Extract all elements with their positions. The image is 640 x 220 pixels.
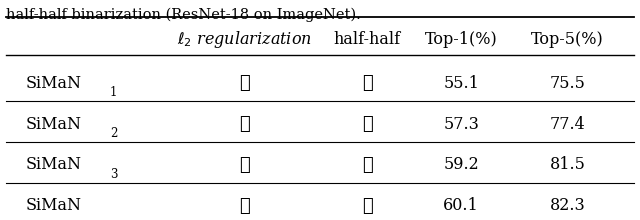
Text: 1: 1 [110, 86, 117, 99]
Text: SiMaN: SiMaN [25, 75, 81, 92]
Text: 60.1: 60.1 [444, 197, 479, 214]
Text: ✓: ✓ [239, 156, 250, 174]
Text: 77.4: 77.4 [550, 116, 586, 132]
Text: 55.1: 55.1 [443, 75, 479, 92]
Text: ✗: ✗ [239, 197, 250, 215]
Text: 2: 2 [110, 127, 117, 140]
Text: ✓: ✓ [362, 156, 372, 174]
Text: 57.3: 57.3 [443, 116, 479, 132]
Text: 59.2: 59.2 [444, 156, 479, 174]
Text: 75.5: 75.5 [550, 75, 586, 92]
Text: ✗: ✗ [239, 115, 250, 133]
Text: Top-1(%): Top-1(%) [425, 31, 497, 48]
Text: SiMaN: SiMaN [25, 156, 81, 174]
Text: ✗: ✗ [362, 74, 372, 92]
Text: Top-5(%): Top-5(%) [531, 31, 604, 48]
Text: SiMaN: SiMaN [25, 116, 81, 132]
Text: ✓: ✓ [239, 74, 250, 92]
Text: 81.5: 81.5 [550, 156, 586, 174]
Text: 82.3: 82.3 [550, 197, 586, 214]
Text: 3: 3 [110, 168, 117, 181]
Text: half-half binarization (ResNet-18 on ImageNet).: half-half binarization (ResNet-18 on Ima… [6, 7, 361, 22]
Text: ✓: ✓ [362, 197, 372, 215]
Text: $\ell_2$ regularization: $\ell_2$ regularization [177, 29, 312, 50]
Text: SiMaN: SiMaN [25, 197, 81, 214]
Text: ✗: ✗ [362, 115, 372, 133]
Text: half-half: half-half [333, 31, 401, 48]
